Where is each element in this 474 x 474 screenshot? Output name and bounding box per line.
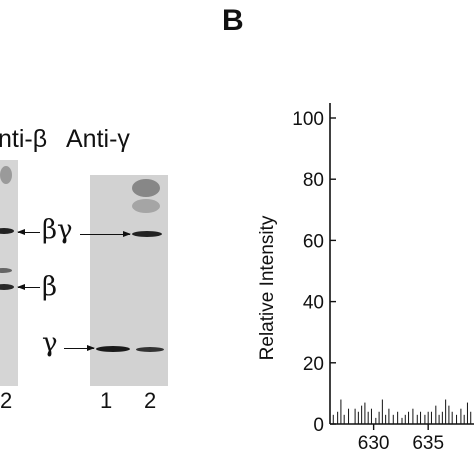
- y-axis-label: Relative Intensity: [257, 215, 278, 360]
- gamma-label: γ: [42, 328, 58, 358]
- beta-gamma-arrow-left: [17, 229, 40, 235]
- faint-band: [0, 268, 12, 273]
- beta-gamma-label: βγ: [42, 215, 73, 245]
- anti-beta-lane-2-label: 2: [0, 388, 13, 413]
- x-tick-label: 635: [412, 433, 444, 454]
- y-tick-label: 80: [303, 170, 324, 191]
- y-tick-label: 20: [303, 354, 324, 375]
- beta-band: [0, 284, 14, 290]
- x-tick-label: 630: [358, 433, 390, 454]
- anti-beta-blot-strip: [0, 160, 18, 386]
- y-tick-label: 40: [303, 293, 324, 314]
- chart-peaks: [332, 399, 472, 424]
- gamma-band-lane-2: [136, 347, 164, 352]
- anti-gamma-lane-2-label: 2: [144, 388, 157, 413]
- gamma-band-lane-1: [96, 346, 130, 352]
- y-tick-label: 60: [303, 231, 324, 252]
- anti-gamma-blot-strip: [90, 175, 168, 386]
- panel-b-letter: B: [222, 4, 244, 37]
- beta-gamma-band: [132, 231, 162, 237]
- beta-arrow: [17, 284, 40, 290]
- beta-gamma-band: [0, 228, 14, 234]
- y-tick-label: 100: [292, 109, 324, 130]
- beta-gamma-arrow-right: [80, 231, 131, 237]
- anti-beta-title: nti-β: [0, 125, 48, 153]
- beta-label: β: [42, 272, 58, 302]
- y-tick-label: 0: [313, 415, 324, 436]
- smear-band: [132, 179, 160, 197]
- smear-band: [132, 199, 160, 213]
- smear-band: [0, 166, 12, 184]
- gamma-arrow: [64, 345, 95, 351]
- anti-gamma-lane-1-label: 1: [100, 388, 113, 413]
- anti-gamma-title: Anti-γ: [66, 125, 130, 153]
- chart-axes: 1008060402006306356: [292, 103, 474, 454]
